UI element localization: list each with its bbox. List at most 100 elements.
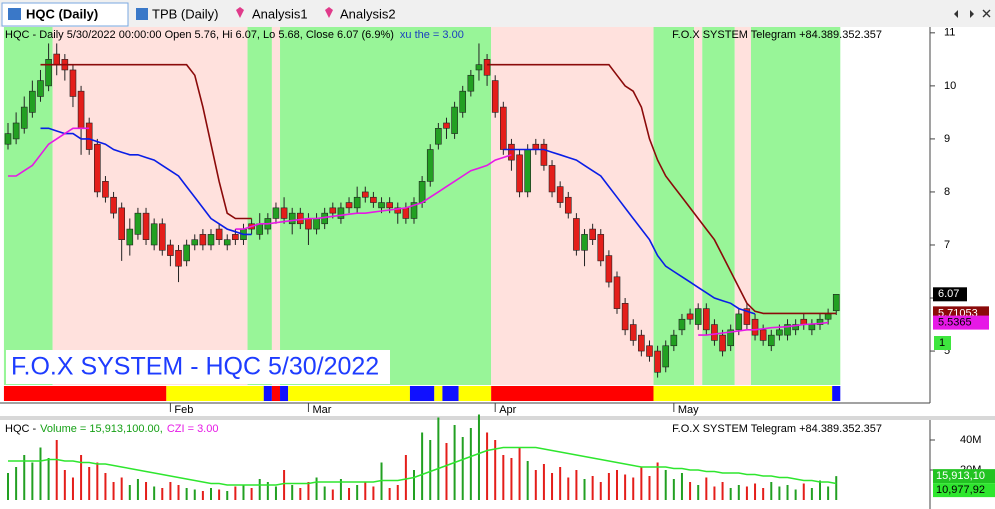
last-value-label: 6.07 (938, 288, 959, 300)
y-tick-label: 7 (944, 239, 950, 251)
candle-body (589, 228, 596, 240)
candle-body (345, 202, 353, 209)
candle-body (662, 345, 670, 368)
y-tick-label: 40M (960, 434, 981, 446)
signal-label: 1 (939, 337, 945, 349)
tab-label[interactable]: Analysis2 (340, 6, 396, 21)
volume-bar (469, 428, 472, 500)
volume-bar (112, 482, 115, 500)
candle-body (118, 207, 125, 240)
tab-icon (136, 8, 148, 20)
volume-bar (226, 491, 229, 500)
tab-scroll[interactable] (954, 10, 974, 18)
candle-body (784, 324, 791, 336)
candle-body (743, 308, 751, 325)
tab-icon (325, 7, 333, 18)
last-value-box (933, 483, 995, 498)
volume-bar (396, 485, 399, 500)
tab-label[interactable]: TPB (Daily) (152, 6, 218, 21)
candle-body (597, 234, 605, 262)
volume-bar (153, 486, 156, 500)
volume-bar (266, 482, 269, 500)
active-tab[interactable] (1, 2, 129, 27)
candle-body (45, 59, 52, 87)
candle-body (256, 223, 264, 235)
candle-body (29, 90, 36, 113)
y-tick-label: 8 (944, 186, 950, 198)
volume-bar (616, 470, 618, 500)
candle-body (646, 345, 653, 357)
source: F.O.X SYSTEM Telegram +84.389.352.357 (672, 423, 882, 435)
volume-bar (559, 467, 562, 500)
last-value-label: 10,977,92 (936, 484, 985, 496)
candle-body (605, 255, 613, 283)
candle-body (410, 202, 418, 219)
volume-bar (104, 473, 107, 500)
volume-bar (640, 467, 643, 500)
volume-bar (721, 482, 724, 500)
chart-title: HQC - Daily 5/30/2022 00:00:00 Open 5.76… (5, 29, 464, 41)
volume-bar (794, 489, 797, 500)
volume-title: HQC - Volume = 15,913,100.00, CZI = 3.00 (5, 423, 218, 435)
candle-body (443, 122, 450, 129)
candle-body (678, 318, 686, 331)
volume-bar (299, 488, 302, 500)
candle-body (808, 324, 816, 331)
volume-bar (291, 485, 294, 500)
y-tick-label: 11 (944, 27, 955, 39)
candle-body (329, 207, 337, 214)
candle-body (272, 207, 280, 219)
volume-bar (437, 417, 440, 500)
volume-bar (356, 485, 359, 500)
candle-body (621, 303, 629, 331)
volume-bar (55, 440, 58, 500)
volume-bar (502, 455, 505, 500)
volume-bar (348, 488, 351, 500)
candle-body (12, 122, 20, 140)
volume-bar (477, 414, 480, 500)
volume-bar (307, 482, 310, 500)
volume-bar (388, 488, 391, 500)
candle-body (556, 186, 564, 203)
candle-body (20, 106, 28, 129)
volume-bar (534, 470, 537, 500)
volume-bar (193, 489, 196, 500)
volume-bar (80, 455, 83, 500)
x-tick-label: Mar (312, 404, 331, 416)
volume-bar (664, 470, 667, 500)
tab-label[interactable]: HQC (Daily) (26, 6, 98, 21)
candle-body (792, 324, 799, 331)
candle-body (451, 106, 458, 134)
candle-body (175, 249, 182, 267)
volume-bar (177, 485, 180, 500)
candle-body (735, 313, 743, 331)
candle-body (305, 218, 312, 230)
tab-label[interactable]: Analysis1 (252, 6, 308, 21)
candle-body (719, 334, 726, 352)
candle-body (280, 207, 288, 219)
candle-body (4, 133, 12, 145)
candle-body (767, 334, 775, 347)
candle-body (142, 212, 150, 240)
volume-bar (96, 462, 99, 500)
volume-bar (754, 483, 757, 500)
volume-bar (283, 470, 286, 500)
volume-bar (185, 488, 188, 500)
candle-body (150, 223, 158, 246)
volume-bar (689, 482, 692, 500)
y-tick-label: 9 (944, 133, 950, 145)
volume-bar (39, 447, 42, 500)
volume-bar (372, 486, 375, 500)
candle-body (727, 329, 734, 347)
signal-strip (280, 386, 289, 401)
volume-bar (145, 482, 148, 500)
close-button[interactable] (982, 9, 991, 18)
candle-body (500, 106, 507, 150)
volume-bar (624, 474, 627, 500)
x-tick-label: Feb (174, 404, 193, 416)
last-value-box (933, 287, 967, 302)
volume-bar (778, 486, 781, 500)
candle-body (134, 212, 142, 235)
candle-body (102, 181, 109, 198)
